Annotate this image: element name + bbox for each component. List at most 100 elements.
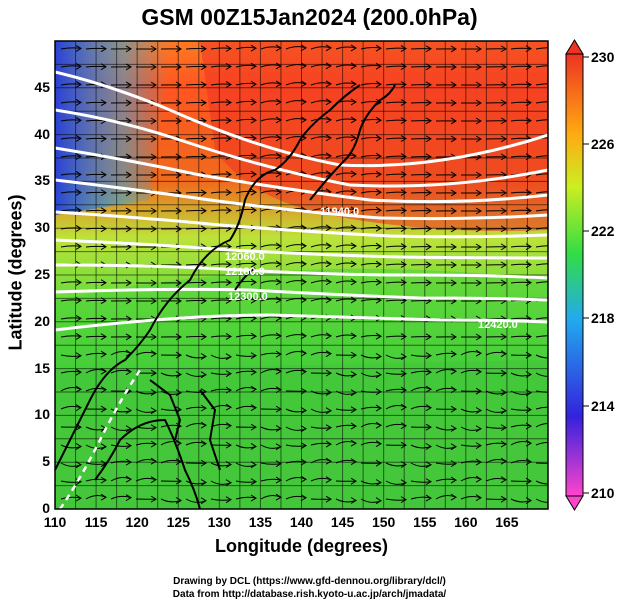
wind-arrow bbox=[325, 134, 332, 142]
wind-arrow bbox=[551, 372, 556, 378]
streamline bbox=[310, 118, 332, 122]
wind-arrow bbox=[150, 45, 157, 53]
wind-arrow bbox=[525, 351, 532, 359]
wind-arrow bbox=[75, 134, 82, 142]
streamline bbox=[410, 354, 432, 357]
height-contour bbox=[55, 70, 548, 168]
wind-arrow bbox=[400, 189, 407, 196]
wind-arrow bbox=[375, 479, 382, 486]
wind-arrow bbox=[551, 333, 556, 339]
streamline bbox=[85, 281, 107, 284]
wind-arrow bbox=[475, 117, 482, 125]
wind-arrow bbox=[125, 333, 132, 341]
wind-arrow bbox=[400, 171, 407, 178]
streamline bbox=[235, 244, 257, 248]
wind-arrow bbox=[75, 443, 82, 450]
streamline bbox=[85, 462, 107, 465]
wind-arrow bbox=[475, 458, 482, 466]
wind-arrow bbox=[525, 207, 532, 215]
wind-arrow bbox=[200, 135, 207, 143]
streamline bbox=[310, 208, 332, 212]
streamline bbox=[210, 317, 232, 320]
wind-arrow bbox=[100, 45, 107, 53]
wind-arrow bbox=[200, 81, 207, 89]
wind-arrow bbox=[125, 135, 132, 143]
streamline bbox=[360, 335, 382, 338]
wind-arrow bbox=[325, 62, 332, 70]
streamline bbox=[210, 137, 232, 140]
wind-arrow bbox=[400, 461, 407, 468]
wind-arrow bbox=[275, 443, 282, 451]
streamline bbox=[385, 65, 407, 68]
wind-arrow bbox=[100, 386, 107, 394]
streamline bbox=[360, 281, 382, 284]
x-tick-label: 160 bbox=[454, 514, 478, 530]
wind-arrow bbox=[551, 441, 556, 447]
wind-arrow bbox=[125, 368, 132, 376]
wind-arrow bbox=[325, 369, 332, 377]
wind-arrow bbox=[275, 62, 282, 70]
wind-arrow bbox=[275, 350, 282, 358]
streamline bbox=[210, 227, 232, 230]
streamline bbox=[260, 352, 282, 356]
streamline bbox=[210, 83, 232, 86]
wind-arrow bbox=[250, 206, 257, 214]
coastlines bbox=[55, 84, 396, 509]
wind-arrow bbox=[450, 350, 457, 358]
streamline bbox=[385, 209, 407, 212]
wind-arrow bbox=[400, 279, 407, 286]
streamline bbox=[335, 280, 357, 284]
streamline bbox=[60, 281, 82, 284]
x-tick-label: 130 bbox=[207, 514, 231, 530]
wind-arrow bbox=[175, 153, 182, 161]
wind-arrow bbox=[375, 116, 382, 124]
wind-arrow bbox=[325, 278, 332, 286]
wind-arrow bbox=[450, 367, 457, 375]
wind-arrow bbox=[175, 477, 182, 485]
streamline bbox=[210, 119, 232, 122]
wind-arrow bbox=[100, 279, 107, 287]
wind-arrow bbox=[250, 478, 257, 486]
wind-arrow bbox=[250, 352, 257, 360]
wind-arrow bbox=[275, 386, 282, 394]
wind-arrow bbox=[300, 407, 307, 414]
streamline bbox=[335, 154, 357, 158]
wind-arrow bbox=[525, 243, 532, 251]
wind-arrow bbox=[250, 260, 257, 268]
streamline bbox=[235, 46, 257, 50]
wind-arrow bbox=[175, 63, 182, 71]
wind-arrow bbox=[500, 189, 507, 197]
wind-arrow bbox=[500, 495, 507, 503]
wind-arrow bbox=[175, 497, 182, 504]
y-tick-label: 20 bbox=[34, 312, 50, 329]
wind-arrow bbox=[275, 367, 282, 375]
streamline bbox=[310, 298, 332, 302]
streamline bbox=[160, 408, 182, 411]
colorbar-tick: 222 bbox=[591, 223, 615, 239]
wind-arrow bbox=[551, 135, 556, 141]
wind-arrow bbox=[350, 422, 357, 430]
wind-arrow bbox=[551, 99, 556, 105]
wind-arrow bbox=[225, 333, 232, 340]
wind-arrow bbox=[200, 371, 207, 379]
streamline bbox=[210, 101, 232, 104]
streamline bbox=[85, 191, 107, 194]
wind-arrow bbox=[475, 135, 482, 143]
wind-arrow bbox=[375, 440, 382, 448]
streamline bbox=[210, 498, 232, 501]
streamline bbox=[335, 82, 357, 86]
wind-arrow bbox=[100, 315, 107, 323]
streamline bbox=[535, 335, 548, 338]
x-tick-label: 115 bbox=[84, 514, 108, 530]
streamline bbox=[210, 281, 232, 284]
streamline bbox=[310, 46, 332, 50]
wind-arrow bbox=[475, 279, 482, 287]
streamline bbox=[310, 280, 332, 284]
contour-label: 12300.0 bbox=[228, 291, 268, 303]
height-contour bbox=[55, 313, 548, 332]
wind-arrow bbox=[175, 117, 182, 125]
streamline bbox=[260, 190, 282, 194]
wind-arrow bbox=[475, 475, 482, 483]
wind-arrow bbox=[175, 371, 182, 378]
